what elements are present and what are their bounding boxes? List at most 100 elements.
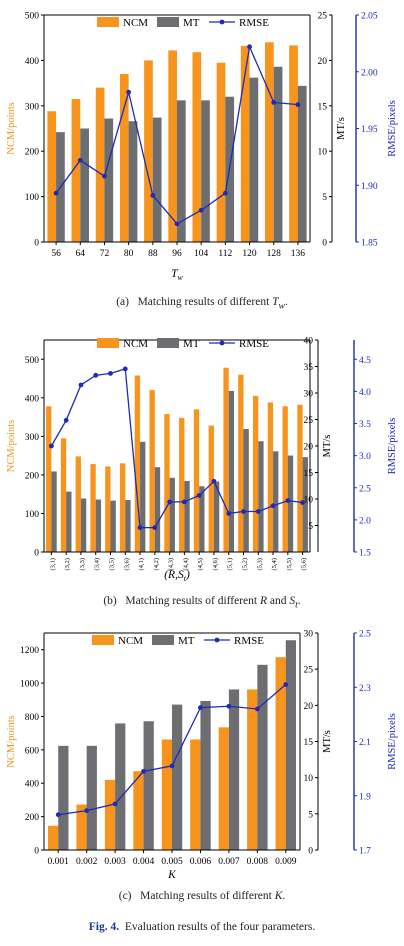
- bar-mt: [154, 467, 161, 552]
- x-tick-label: (4,1): [138, 558, 145, 570]
- rmse-point: [112, 801, 118, 807]
- bar-mt: [128, 121, 138, 242]
- bar-mt: [172, 704, 183, 850]
- rmse-point: [141, 768, 146, 774]
- x-tick-label: (3,6): [123, 558, 130, 570]
- rmse-point: [53, 190, 59, 196]
- y-tick-label: 500: [25, 356, 40, 366]
- x-tick-label: 0.002: [76, 857, 98, 867]
- y-tick-label: 200: [25, 471, 40, 481]
- y-tick-label: 500: [25, 12, 40, 22]
- legend-marker-rmse: [219, 340, 225, 346]
- bar-ncm: [297, 404, 303, 552]
- bar-ncm: [267, 402, 274, 552]
- legend-swatch-ncm: [92, 635, 114, 645]
- bar-ncm: [190, 739, 201, 850]
- rmse-point: [283, 682, 289, 687]
- bar-ncm: [47, 111, 57, 242]
- rmse-point: [93, 372, 99, 378]
- bar-ncm: [179, 417, 185, 552]
- y2-tick-label: 10: [304, 496, 314, 506]
- rmse-point: [295, 102, 301, 108]
- x-tick-label: 0.005: [161, 857, 183, 867]
- bar-ncm: [119, 463, 126, 552]
- x-tick-label: 56: [51, 249, 61, 259]
- bar-mt: [258, 441, 264, 552]
- x-tick-label: 128: [267, 249, 282, 259]
- y3-tick-label: 2.0: [359, 516, 371, 526]
- legend-label-rmse: RMSE: [239, 17, 269, 29]
- x-tick-label: (4,4): [182, 558, 189, 570]
- caption-a: (a) Matching results of different Tw.: [116, 296, 288, 312]
- rmse-point: [222, 190, 228, 196]
- x-tick-label: (4,3): [168, 558, 175, 570]
- bar-ncm: [265, 42, 274, 242]
- x-tick-label: 104: [194, 249, 209, 259]
- y3-tick-label: 2.05: [361, 12, 378, 22]
- rmse-point: [270, 503, 276, 509]
- y-tick-label: 300: [25, 102, 40, 112]
- bar-mt: [200, 700, 211, 850]
- y-tick-label: 200: [25, 813, 40, 823]
- y2-tick-label: 40: [304, 337, 314, 347]
- legend-swatch-mt: [157, 17, 179, 27]
- bar-ncm: [76, 804, 87, 850]
- y3-axis-label: RMSE/pixels: [387, 418, 398, 475]
- chart-b: 0 100 200 300 400 500 5 10 15 20 25 30 35 40 1.5 2.0 2.5…: [6, 337, 398, 584]
- y-tick-label: 0: [34, 549, 39, 559]
- y-axis-label: NCM/points: [6, 420, 17, 473]
- y2-tick-label: 20: [318, 57, 328, 67]
- legend-label-ncm: NCM: [123, 17, 148, 29]
- bar-mt: [80, 498, 87, 552]
- bar-mt: [51, 471, 57, 552]
- x-tick-label: (3,2): [64, 558, 71, 570]
- y3-tick-label: 1.9: [359, 792, 371, 802]
- legend-label-mt: MT: [183, 338, 200, 350]
- x-tick-label: 0.004: [133, 857, 155, 867]
- rmse-point: [181, 499, 187, 505]
- x-tick-label: (4,5): [197, 558, 204, 570]
- x-tick-label: 88: [148, 249, 158, 259]
- legend-label-ncm: NCM: [118, 635, 143, 647]
- bar-ncm: [168, 50, 177, 242]
- bar-mt: [273, 451, 279, 552]
- y2-tick-label: 15: [304, 738, 314, 748]
- x-tick-label: 120: [242, 249, 257, 259]
- bar-ncm: [252, 395, 259, 552]
- rmse-point: [137, 525, 143, 530]
- y-tick-label: 0: [34, 239, 39, 249]
- y-tick-label: 100: [25, 193, 40, 203]
- legend-marker-rmse: [219, 19, 225, 25]
- bar-ncm: [282, 406, 288, 552]
- figure-caption: Fig. 4. Evaluation results of the four p…: [88, 921, 316, 933]
- y3-tick-label: 1.7: [359, 847, 371, 857]
- bar-mt: [125, 500, 131, 552]
- rmse-point: [63, 417, 69, 423]
- bar-mt: [169, 477, 175, 552]
- x-tick-label: 0.009: [275, 857, 297, 867]
- rmse-point: [198, 705, 203, 710]
- x-tick-label: (4,2): [153, 558, 160, 570]
- rmse-point: [78, 382, 84, 388]
- y2-tick-label: 5: [308, 522, 313, 532]
- x-tick-label: 64: [76, 249, 86, 259]
- rmse-point: [48, 443, 54, 449]
- bar-ncm: [238, 374, 244, 552]
- bar-mt: [199, 486, 205, 552]
- x-tick-label: (5,2): [242, 558, 249, 570]
- y3-tick-label: 3.0: [359, 452, 371, 462]
- y2-tick-label: 30: [304, 630, 314, 640]
- x-tick-label: 0.006: [190, 857, 212, 867]
- legend-label-rmse: RMSE: [234, 635, 264, 647]
- bar-ncm: [223, 367, 229, 552]
- bar-mt: [152, 117, 162, 242]
- bar-mt: [297, 85, 307, 242]
- y2-tick-label: 15: [318, 102, 328, 112]
- bar-ncm: [133, 771, 144, 850]
- bar-ncm: [71, 98, 81, 243]
- rmse-point: [126, 89, 132, 95]
- bar-ncm: [164, 414, 170, 552]
- x-tick-label: (4,6): [212, 558, 219, 570]
- y2-axis-label: MT/s: [336, 117, 347, 140]
